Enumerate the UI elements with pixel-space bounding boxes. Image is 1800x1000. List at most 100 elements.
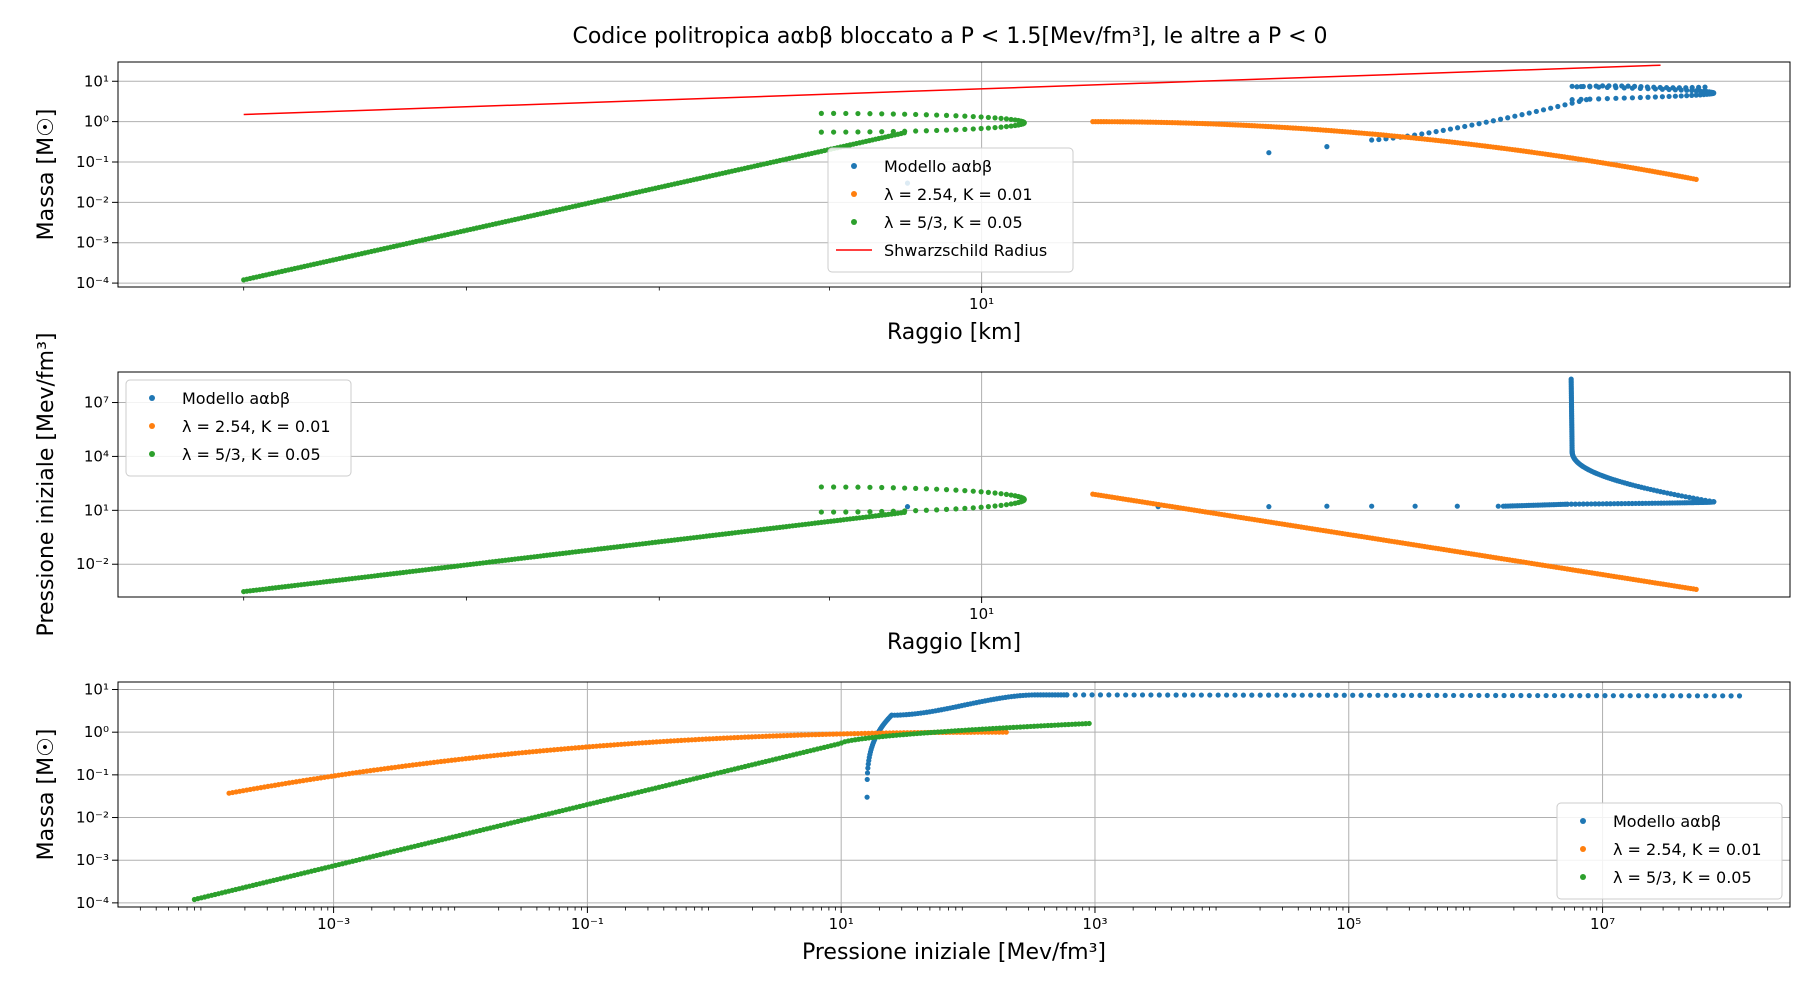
model-point [1618, 501, 1625, 507]
poly2-point [978, 125, 984, 132]
poly2-point [985, 504, 991, 510]
model-point [1408, 692, 1415, 698]
model-point [1659, 94, 1665, 100]
model-point [1678, 93, 1684, 99]
poly2-point [1086, 720, 1092, 727]
axes-3: 10⁻³ 10⁻¹ 10¹ 10³ 10⁵ 10⁷ 10⁻⁴ 10⁻³ 10⁻² 10⁻¹ 10⁰ 1… [34, 681, 1791, 965]
legend-box [125, 379, 352, 477]
poly2-point [879, 111, 885, 117]
model-point [1114, 692, 1120, 698]
poly2-point [843, 509, 849, 515]
poly2-point [831, 129, 837, 135]
model-point [1568, 693, 1574, 699]
x-tick-label: 10⁻³ [317, 915, 350, 933]
model-point [1587, 96, 1593, 102]
model-point [1198, 692, 1204, 698]
poly2-point [867, 111, 873, 117]
x-axis-label: Raggio [km] [887, 320, 1021, 345]
model-point [1543, 692, 1549, 699]
poly2-point [998, 502, 1004, 508]
model-point [1519, 112, 1525, 118]
model-point [1447, 126, 1454, 132]
model-point [1604, 95, 1610, 102]
model-point [1562, 102, 1568, 108]
y-axis-label: Pressione iniziale [Mev/fm³] [34, 332, 59, 636]
model-point [1555, 103, 1561, 110]
model-point [1569, 97, 1575, 103]
model-point [1451, 692, 1457, 699]
poly2-point [934, 127, 940, 134]
model-point [1627, 693, 1633, 699]
model-point [1383, 692, 1389, 698]
data-layer [241, 64, 1717, 283]
model-point [1702, 497, 1708, 503]
model-point [1324, 503, 1330, 509]
series-poly2 [191, 720, 1092, 903]
model-point [1333, 692, 1339, 698]
schwarzschild-line [243, 64, 1661, 116]
model-point [1266, 150, 1272, 156]
model-point [1698, 496, 1704, 503]
model-point [1064, 692, 1070, 698]
grid-lines [118, 682, 1790, 907]
y-tick-label: 10⁻² [76, 809, 109, 827]
model-point [1215, 692, 1221, 698]
model-point [1602, 693, 1608, 699]
model-point [1636, 693, 1642, 699]
poly2-point [913, 111, 919, 118]
model-point [1148, 692, 1154, 698]
model-point [1392, 692, 1398, 698]
model-point [1518, 692, 1524, 699]
model-point [1686, 494, 1692, 501]
model-point [1249, 692, 1255, 698]
poly2-point [978, 504, 984, 510]
poly2-point [1008, 492, 1014, 498]
model-point [1299, 692, 1305, 698]
model-point [1607, 501, 1614, 507]
model-point [1711, 499, 1717, 505]
model-point [864, 794, 870, 800]
model-point [1728, 693, 1734, 699]
poly2-point [1003, 502, 1010, 508]
series-poly1 [1090, 119, 1699, 182]
model-point [1560, 692, 1566, 699]
model-point [1613, 95, 1619, 101]
model-point [1683, 85, 1689, 91]
model-point [1690, 495, 1696, 501]
poly2-point [934, 507, 940, 513]
model-point [1366, 692, 1373, 698]
data-layer [191, 692, 1743, 903]
model-point [1376, 136, 1382, 143]
legend-label: λ = 2.54, K = 0.01 [884, 185, 1033, 204]
model-point [1629, 95, 1636, 101]
poly2-point [1008, 116, 1014, 123]
model-point [1442, 692, 1448, 699]
poly2-point [913, 128, 919, 134]
model-point [1266, 504, 1272, 510]
poly2-point [831, 110, 837, 116]
model-point [1505, 115, 1511, 121]
poly2-point [985, 489, 991, 495]
model-point [1702, 84, 1708, 90]
legend-point-marker [1580, 874, 1586, 880]
model-point [1672, 93, 1678, 99]
model-point [1621, 95, 1627, 101]
model-point [1578, 96, 1584, 102]
poly2-point [818, 484, 824, 490]
model-point [1493, 692, 1499, 699]
y-axis-label: Massa [M☉] [34, 729, 59, 861]
model-point [1619, 83, 1625, 89]
y-tick-label: 10⁻¹ [76, 766, 109, 784]
legend-label: λ = 2.54, K = 0.01 [1613, 840, 1762, 859]
model-point [1703, 693, 1709, 699]
model-point [1574, 84, 1580, 90]
x-axis-label: Pressione iniziale [Mev/fm³] [802, 940, 1106, 965]
legend-box [1556, 802, 1783, 900]
poly2-point [953, 113, 959, 119]
model-point [1181, 692, 1188, 698]
model-point [1434, 692, 1440, 699]
x-tick-label: 10¹ [969, 605, 994, 623]
model-point [1572, 501, 1578, 507]
model-point [1526, 110, 1532, 116]
x-tick-label: 10⁷ [1590, 915, 1615, 933]
